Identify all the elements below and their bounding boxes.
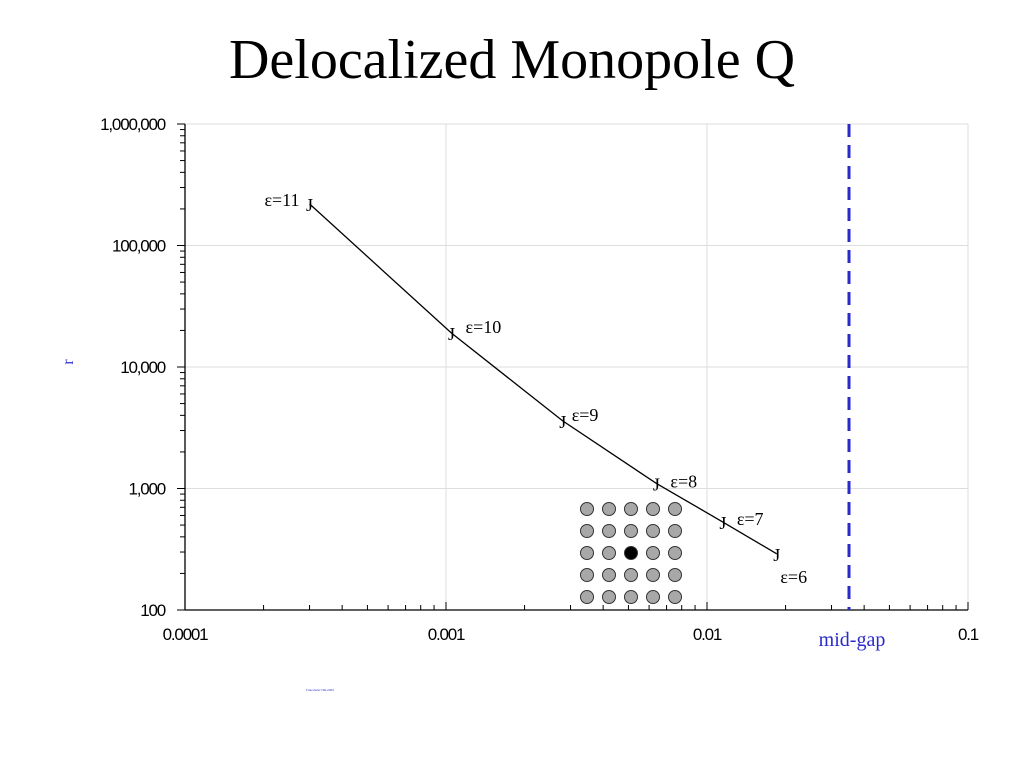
mid-gap-label: mid-gap (819, 629, 886, 651)
footnote: Fraunhofer ISE 2003 (306, 688, 334, 692)
lattice-atom (624, 524, 638, 538)
lattice-atom (580, 502, 594, 516)
lattice-atom (602, 524, 616, 538)
data-point-label: ε=10 (466, 317, 502, 337)
y-tick-label: 100,000 (112, 237, 166, 256)
mid-gap-reference: mid-gap (819, 124, 886, 651)
y-tick-label: 1,000 (128, 480, 165, 499)
lattice-atom (668, 568, 682, 582)
tick-labels: 0.0001 0.001 0.01 0.1 100 1,000 10,000 100,000 1… (100, 115, 980, 644)
data-point-marker: J (773, 545, 780, 565)
data-point-marker: J (306, 195, 313, 215)
lattice-atom (602, 590, 616, 604)
x-tick-label: 0.001 (428, 625, 465, 644)
lattice-inset (580, 502, 682, 604)
lattice-atom (624, 502, 638, 516)
y-tick-label: 10,000 (120, 358, 166, 377)
axis-ticks (177, 123, 969, 611)
data-point-label: ε=8 (670, 471, 697, 491)
x-tick-label: 0.1 (958, 625, 979, 644)
data-point-marker: J (653, 474, 660, 494)
slide-title: Delocalized Monopole Q (228, 29, 796, 91)
lattice-atom (580, 590, 594, 604)
lattice-atom (668, 524, 682, 538)
lattice-atom (646, 546, 660, 560)
data-point-label: ε=11 (264, 190, 299, 210)
lattice-atom (580, 546, 594, 560)
lattice-defect-atom (624, 546, 638, 560)
x-tick-label: 0.0001 (163, 625, 209, 644)
grid-lines (184, 123, 969, 611)
series-line (309, 203, 778, 555)
lattice-atom (624, 590, 638, 604)
lattice-atom (668, 546, 682, 560)
data-point-marker: J (719, 513, 726, 533)
lattice-atom (646, 502, 660, 516)
data-point-label: ε=7 (737, 509, 764, 529)
lattice-atom (602, 568, 616, 582)
lattice-atom (602, 502, 616, 516)
y-tick-label: 1,000,000 (100, 115, 166, 134)
lattice-atom (624, 568, 638, 582)
data-point-label: ε=9 (572, 405, 599, 425)
data-series: Jε=11 J ε=10 J ε=9 J ε=8 J ε=7 Jε=6 (264, 190, 807, 587)
lattice-atom (668, 502, 682, 516)
lattice-atom (580, 568, 594, 582)
lattice-atom (668, 590, 682, 604)
data-point-marker: J (559, 412, 566, 432)
data-point-marker: J (448, 324, 455, 344)
x-tick-label: 0.01 (693, 625, 722, 644)
lattice-atom (580, 524, 594, 538)
lattice-atom (646, 524, 660, 538)
lattice-atom (602, 546, 616, 560)
lattice-atom (646, 590, 660, 604)
data-point-label: ε=6 (780, 567, 807, 587)
lattice-atom (646, 568, 660, 582)
y-tick-label: 100 (140, 601, 166, 620)
